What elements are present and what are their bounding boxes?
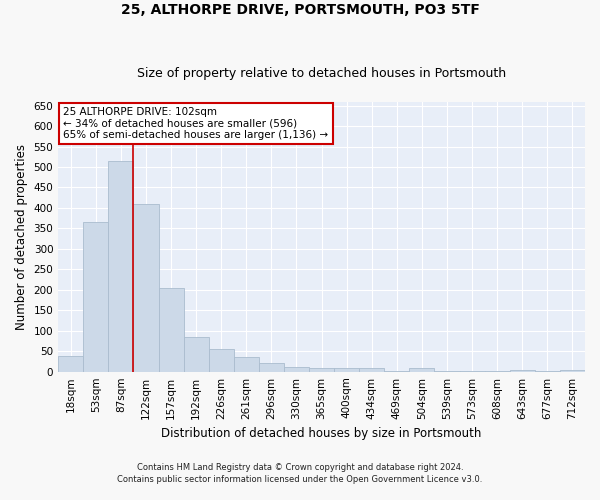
Bar bbox=[259, 362, 284, 372]
Title: Size of property relative to detached houses in Portsmouth: Size of property relative to detached ho… bbox=[137, 66, 506, 80]
Bar bbox=[535, 371, 560, 372]
Text: 25, ALTHORPE DRIVE, PORTSMOUTH, PO3 5TF: 25, ALTHORPE DRIVE, PORTSMOUTH, PO3 5TF bbox=[121, 2, 479, 16]
Bar bbox=[58, 356, 83, 372]
Bar bbox=[184, 337, 209, 372]
Bar bbox=[359, 368, 385, 372]
Bar bbox=[309, 368, 334, 372]
Y-axis label: Number of detached properties: Number of detached properties bbox=[15, 144, 28, 330]
Bar bbox=[510, 370, 535, 372]
Bar bbox=[409, 368, 434, 372]
Text: Contains HM Land Registry data © Crown copyright and database right 2024.: Contains HM Land Registry data © Crown c… bbox=[137, 464, 463, 472]
Bar bbox=[209, 349, 234, 372]
Bar bbox=[385, 371, 409, 372]
Bar bbox=[83, 222, 109, 372]
Text: Contains public sector information licensed under the Open Government Licence v3: Contains public sector information licen… bbox=[118, 475, 482, 484]
X-axis label: Distribution of detached houses by size in Portsmouth: Distribution of detached houses by size … bbox=[161, 427, 482, 440]
Bar bbox=[560, 370, 585, 372]
Bar bbox=[109, 161, 133, 372]
Bar bbox=[460, 371, 485, 372]
Text: 25 ALTHORPE DRIVE: 102sqm
← 34% of detached houses are smaller (596)
65% of semi: 25 ALTHORPE DRIVE: 102sqm ← 34% of detac… bbox=[64, 107, 329, 140]
Bar bbox=[284, 367, 309, 372]
Bar bbox=[158, 288, 184, 372]
Bar bbox=[334, 368, 359, 372]
Bar bbox=[485, 371, 510, 372]
Bar bbox=[133, 204, 158, 372]
Bar bbox=[234, 358, 259, 372]
Bar bbox=[434, 371, 460, 372]
